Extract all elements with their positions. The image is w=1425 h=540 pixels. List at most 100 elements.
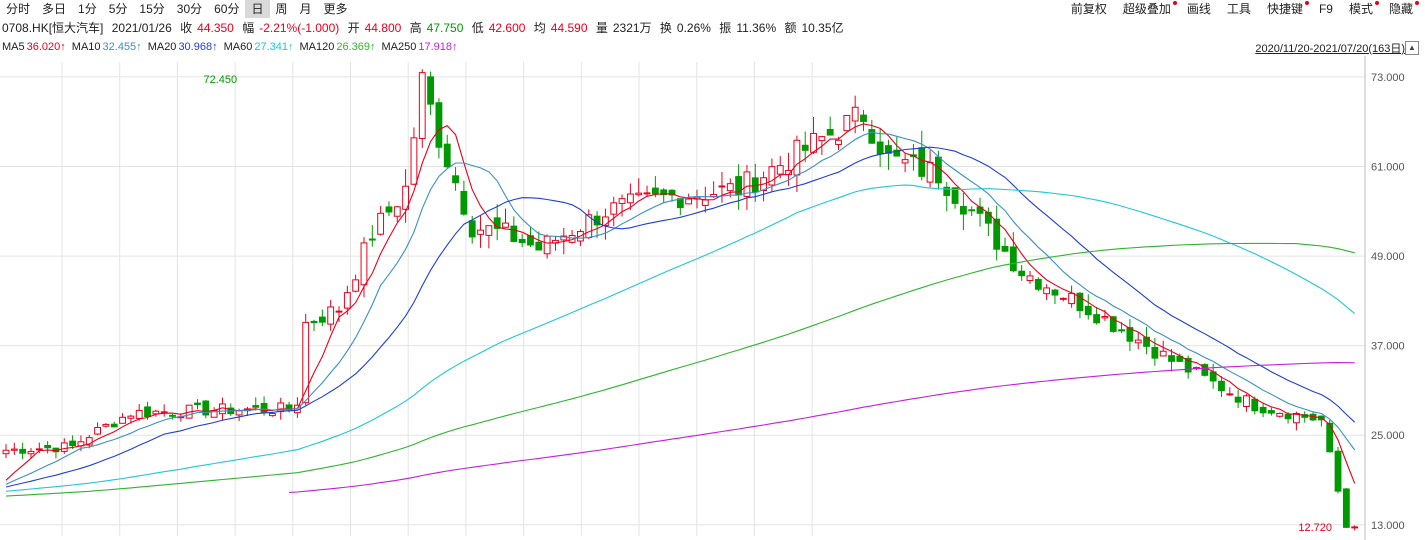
candle-body [510,225,518,242]
y-tick-label: 37.000 [1371,341,1405,353]
period-tab-10[interactable]: 更多 [323,2,348,16]
candle-body [35,448,43,451]
amplitude-label: 振 [719,21,732,35]
candle-body [202,400,210,416]
period-tab-2[interactable]: 1分 [78,2,97,16]
candle-body [801,144,809,151]
tool-label: 超级叠加 [1122,2,1171,16]
candle-body [1184,357,1192,373]
candle-body [1151,346,1159,359]
period-tab-0[interactable]: 分时 [6,2,31,16]
tool-button-3[interactable]: 工具 [1219,0,1259,18]
period-tab-7[interactable]: 日 [245,0,270,18]
tool-button-5[interactable]: F9 [1311,0,1341,18]
tool-button-4[interactable]: 快捷键 [1259,0,1311,18]
candle-body [260,402,268,413]
price-annotation: 72.450 [203,74,237,86]
tool-button-1[interactable]: 超级叠加 [1115,0,1179,18]
ma-label-ma250: MA250 [381,41,417,53]
tool-button-6[interactable]: 模式 [1341,0,1381,18]
ma-value-ma20: 30.968↑ [178,41,218,53]
candle-body [402,185,410,210]
candle-body [194,402,201,405]
period-tabs: 分时 多日 1分 5分 15分 30分 60分日周月更多 [0,0,354,18]
candle-body [443,143,451,168]
period-tab-1[interactable]: 多日 [42,2,67,16]
candle-body [1334,450,1342,492]
tool-button-0[interactable]: 前复权 [1063,0,1115,18]
close-label: 收 [180,21,193,35]
candle-body [893,149,901,157]
candle-body [668,189,676,196]
ma-label-ma60: MA60 [223,41,253,53]
ma-value-ma10: 32.455↑ [102,41,142,53]
ma-line-ma20 [5,146,1356,488]
candlestick-chart[interactable]: 73.000 61.000 49.000 37.000 25.000 13.000 72.4… [0,56,1425,540]
tool-button-7[interactable]: 隐藏 [1381,0,1421,18]
candle-body [2,449,10,455]
candle-body [1243,395,1250,408]
candle-body [393,206,401,217]
ma-label-ma120: MA120 [299,41,335,53]
date-range-label[interactable]: 2020/11/20-2021/07/20(163日) [1255,43,1405,55]
candle-body [1076,292,1084,312]
candle-body [1226,393,1234,396]
candle-body [959,206,967,215]
amount-label: 额 [784,21,797,35]
candle-body [610,202,618,215]
period-tab-5[interactable]: 30分 [176,2,203,16]
candle-body [152,410,160,415]
period-tab-3[interactable]: 5分 [108,2,128,16]
candle-body [1034,278,1042,290]
candle-body [435,102,443,148]
tool-button-2[interactable]: 画线 [1179,0,1219,18]
ma-line-ma5 [5,123,1356,484]
candle-body [102,423,110,427]
candle-body [543,235,551,255]
tool-label: 隐藏 [1388,2,1413,16]
candle-body [718,185,726,188]
avg-value: 44.590 [550,21,588,35]
notification-dot-icon [1304,1,1309,5]
candle-body [1284,413,1292,420]
y-tick-label: 73.000 [1371,72,1405,84]
candle-body [1259,406,1267,414]
collapse-icon[interactable]: ▲ [1405,41,1419,55]
candle-body [252,405,260,408]
candle-body [601,216,609,227]
candle-body [843,114,851,132]
candle-body [385,206,393,213]
notification-dot-icon [1374,1,1379,5]
candle-body [368,238,376,241]
candle-body [1101,316,1109,319]
candle-body [144,406,151,418]
candle-body [1276,412,1284,417]
candle-body [876,141,884,155]
candle-body [860,114,867,122]
candle-body [335,310,343,313]
y-tick-label: 13.000 [1371,520,1405,532]
ma-value-ma120: 26.369↑ [336,41,376,53]
tool-label: 工具 [1226,2,1251,16]
period-tab-9[interactable]: 月 [299,2,312,16]
candle-body [926,162,934,183]
low-label: 低 [471,21,484,35]
candle-body [1201,364,1209,376]
candle-body [377,212,385,235]
candle-body [1268,410,1275,414]
candle-body [1143,336,1150,347]
high-value: 47.750 [426,21,464,35]
period-tab-6[interactable]: 60分 [214,2,240,16]
candle-body [1068,292,1076,305]
open-value: 44.800 [364,21,402,35]
candle-body [1009,246,1017,272]
candle-body [701,199,709,206]
period-tab-4[interactable]: 15分 [139,2,165,16]
price-annotation: 12.720 [1298,522,1332,534]
period-tab-8[interactable]: 周 [275,2,288,16]
candle-body [810,132,817,153]
volume-label: 量 [595,21,608,35]
candle-body [768,166,776,186]
candle-body [485,225,493,236]
amount-value: 10.35亿 [801,21,844,35]
